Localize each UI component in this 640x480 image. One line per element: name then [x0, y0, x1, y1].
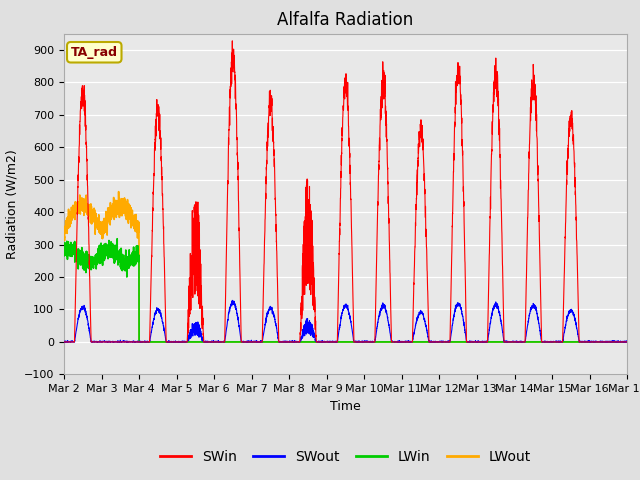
X-axis label: Time: Time [330, 400, 361, 413]
Title: Alfalfa Radiation: Alfalfa Radiation [278, 11, 413, 29]
Text: TA_rad: TA_rad [71, 46, 118, 59]
Legend: SWin, SWout, LWin, LWout: SWin, SWout, LWin, LWout [155, 444, 536, 470]
Y-axis label: Radiation (W/m2): Radiation (W/m2) [5, 149, 19, 259]
